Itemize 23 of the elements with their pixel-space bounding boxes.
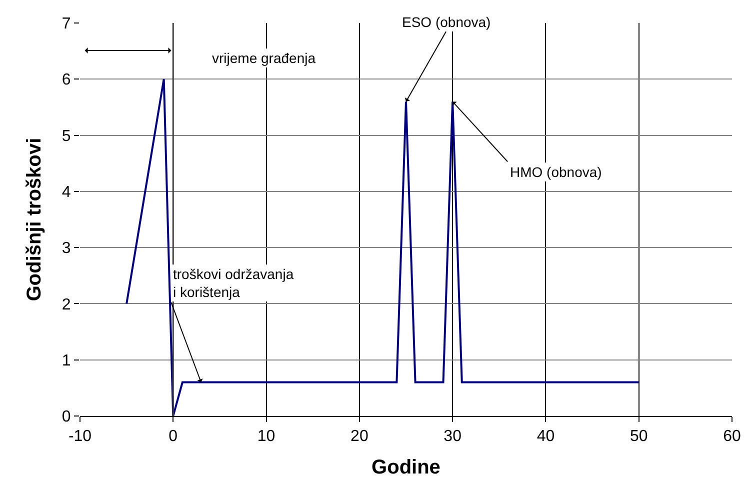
x-tick-label: 30 [444, 428, 462, 446]
annotation: ESO (obnova) [402, 14, 491, 30]
y-axis-title: Godišnji troškovi [23, 138, 46, 302]
y-tick-label: 3 [62, 240, 71, 258]
y-tick-label: 7 [62, 16, 71, 33]
y-tick-label: 6 [62, 72, 71, 89]
y-tick-label: 2 [62, 296, 71, 314]
y-tick-label: 1 [62, 352, 71, 370]
annotation: troškovi održavanja i korištenja [173, 266, 294, 300]
x-tick-label: 10 [257, 428, 276, 446]
x-tick-label: 40 [536, 428, 555, 446]
y-tick-label: 4 [62, 184, 71, 202]
x-tick-label: -10 [68, 428, 92, 446]
y-tick-label: 5 [62, 128, 71, 145]
line-series [126, 78, 640, 416]
y-tick-label: 0 [62, 408, 71, 426]
x-axis-title: Godine [372, 456, 440, 479]
annotation: vrijeme građenja [212, 50, 316, 66]
x-tick-label: 50 [630, 428, 648, 446]
x-tick-label: 0 [168, 428, 178, 446]
annotation: HMO (obnova) [510, 164, 602, 180]
x-tick-label: 20 [350, 428, 368, 446]
x-tick-label: 60 [723, 428, 741, 446]
